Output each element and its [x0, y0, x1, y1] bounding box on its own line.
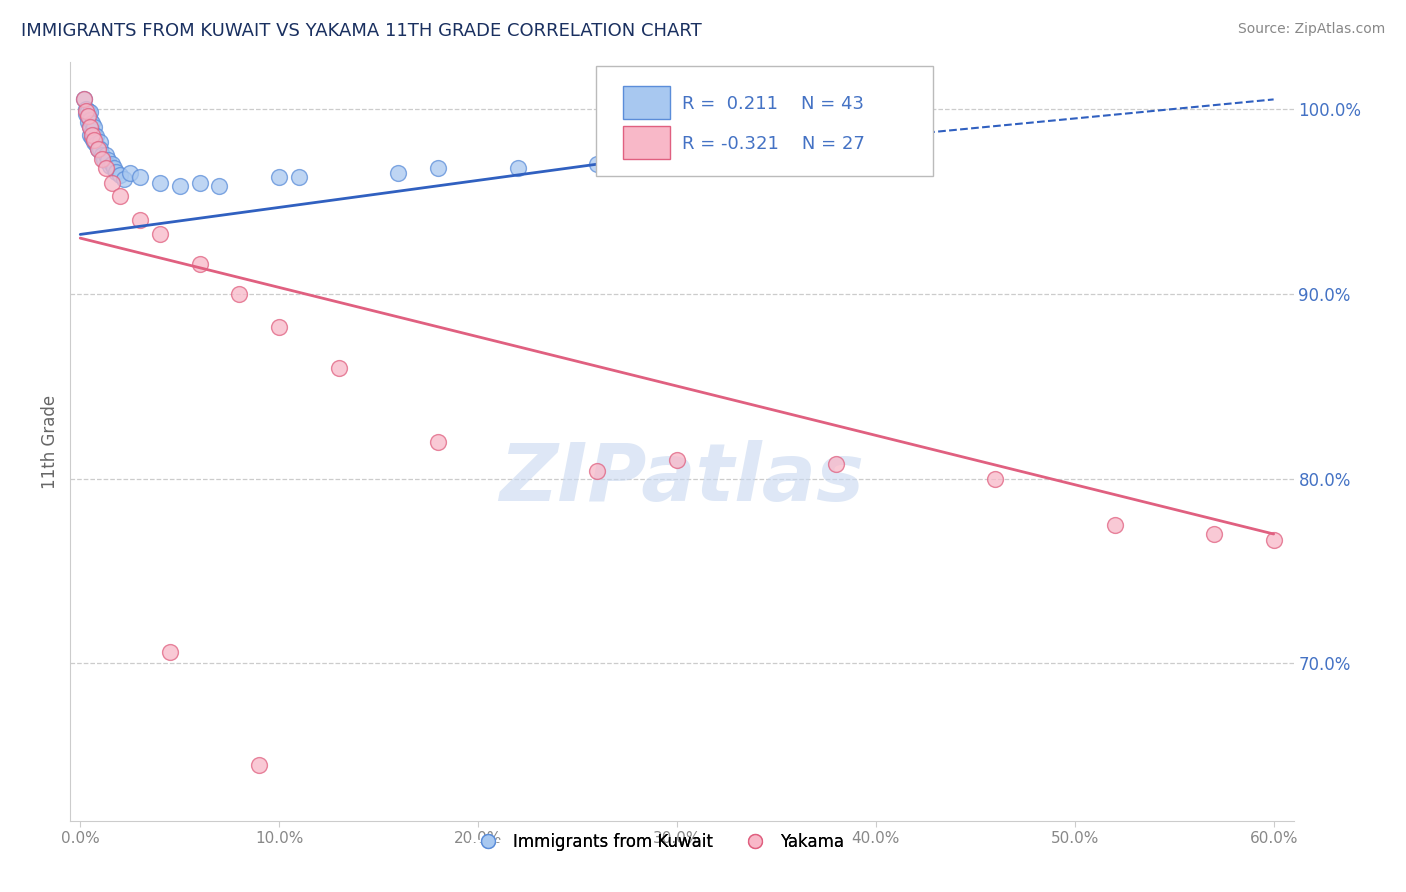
Point [94, 148, 117, 162]
Point [79, 105, 101, 120]
Text: IMMIGRANTS FROM KUWAIT VS YAKAMA 11TH GRADE CORRELATION CHART: IMMIGRANTS FROM KUWAIT VS YAKAMA 11TH GR… [21, 22, 702, 40]
Point [83, 120, 105, 135]
Text: ZIPatlas: ZIPatlas [499, 441, 865, 518]
Point [427, 434, 450, 449]
Point [247, 758, 270, 772]
Point [82, 128, 104, 142]
Point [79, 120, 101, 135]
Point [1104, 517, 1126, 532]
Point [84, 136, 107, 151]
Point [101, 157, 124, 171]
Point [1263, 533, 1285, 547]
Point [83, 128, 105, 142]
Point [82, 131, 104, 145]
Point [91, 152, 114, 166]
Point [98, 159, 121, 173]
Point [328, 360, 350, 375]
Point [83, 135, 105, 149]
FancyBboxPatch shape [623, 86, 669, 120]
Point [269, 319, 291, 334]
Point [506, 161, 529, 175]
Text: R =  0.211    N = 43: R = 0.211 N = 43 [682, 95, 863, 113]
Point [288, 170, 311, 185]
Point [108, 188, 131, 202]
Point [129, 170, 152, 185]
Point [208, 179, 231, 194]
Point [665, 453, 688, 467]
Point [129, 212, 152, 227]
Point [108, 168, 131, 182]
Point [75, 103, 97, 118]
Point [87, 142, 110, 156]
Point [188, 176, 211, 190]
Point [169, 179, 191, 194]
Point [89, 135, 111, 149]
Point [188, 257, 211, 271]
Point [91, 148, 114, 162]
Point [105, 164, 128, 178]
Point [101, 176, 124, 190]
Point [984, 471, 1007, 485]
Point [77, 109, 100, 123]
Point [93, 153, 115, 168]
Point [82, 116, 104, 130]
Point [77, 114, 100, 128]
Point [149, 227, 172, 242]
Point [427, 161, 450, 175]
Point [94, 161, 117, 175]
Point [89, 142, 111, 156]
Point [118, 166, 141, 180]
Point [87, 142, 110, 156]
Point [159, 645, 181, 659]
Point [269, 170, 291, 185]
Point [97, 153, 120, 168]
Point [75, 107, 97, 121]
Point [77, 109, 100, 123]
Text: R = -0.321    N = 27: R = -0.321 N = 27 [682, 135, 865, 153]
Legend: Immigrants from Kuwait, Yakama: Immigrants from Kuwait, Yakama [464, 827, 851, 858]
Point [586, 157, 609, 171]
Text: Source: ZipAtlas.com: Source: ZipAtlas.com [1237, 22, 1385, 37]
Point [112, 172, 135, 186]
Point [1202, 527, 1225, 541]
Point [77, 103, 100, 118]
Point [228, 286, 250, 301]
FancyBboxPatch shape [623, 126, 669, 160]
Point [149, 176, 172, 190]
Point [387, 166, 409, 180]
Point [586, 464, 609, 478]
Point [75, 102, 97, 116]
Y-axis label: 11th Grade: 11th Grade [41, 394, 59, 489]
Point [73, 92, 96, 106]
Point [825, 457, 848, 471]
Point [84, 129, 107, 144]
FancyBboxPatch shape [596, 66, 932, 177]
Point [79, 112, 101, 127]
Point [82, 124, 104, 138]
Point [79, 120, 101, 135]
Point [73, 92, 96, 106]
Point [83, 133, 105, 147]
Point [79, 128, 101, 142]
Point [103, 161, 125, 175]
